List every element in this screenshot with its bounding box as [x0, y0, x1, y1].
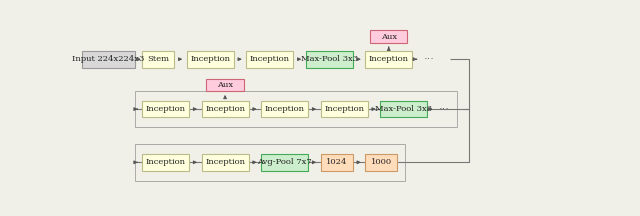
FancyBboxPatch shape [261, 154, 308, 171]
Text: Input 224x224x3: Input 224x224x3 [72, 55, 145, 63]
FancyBboxPatch shape [370, 30, 407, 43]
Text: Avg-Pool 7x7: Avg-Pool 7x7 [257, 158, 312, 166]
Text: 1000: 1000 [371, 158, 392, 166]
Text: Max-Pool 3x3: Max-Pool 3x3 [375, 105, 432, 113]
FancyBboxPatch shape [142, 51, 174, 67]
FancyBboxPatch shape [202, 154, 248, 171]
Text: 1024: 1024 [326, 158, 348, 166]
Text: Inception: Inception [145, 158, 186, 166]
Text: ···: ··· [424, 54, 435, 64]
FancyBboxPatch shape [365, 51, 412, 67]
Text: Inception: Inception [190, 55, 230, 63]
Text: Stem: Stem [147, 55, 169, 63]
FancyBboxPatch shape [246, 51, 293, 67]
FancyBboxPatch shape [261, 101, 308, 118]
FancyBboxPatch shape [321, 154, 353, 171]
FancyBboxPatch shape [142, 101, 189, 118]
FancyBboxPatch shape [306, 51, 353, 67]
Text: Inception: Inception [205, 105, 245, 113]
FancyBboxPatch shape [207, 79, 244, 91]
Text: Max-Pool 3x3: Max-Pool 3x3 [301, 55, 358, 63]
Text: Inception: Inception [250, 55, 290, 63]
Text: Inception: Inception [324, 105, 364, 113]
FancyBboxPatch shape [321, 101, 367, 118]
Text: Inception: Inception [205, 158, 245, 166]
Text: Inception: Inception [145, 105, 186, 113]
FancyBboxPatch shape [380, 101, 428, 118]
FancyBboxPatch shape [365, 154, 397, 171]
FancyBboxPatch shape [202, 101, 248, 118]
Text: ···: ··· [438, 104, 449, 114]
FancyBboxPatch shape [187, 51, 234, 67]
Text: Aux: Aux [217, 81, 233, 89]
Text: Aux: Aux [381, 33, 397, 41]
FancyBboxPatch shape [142, 154, 189, 171]
FancyBboxPatch shape [83, 51, 134, 67]
Text: Inception: Inception [264, 105, 305, 113]
Text: Inception: Inception [369, 55, 409, 63]
